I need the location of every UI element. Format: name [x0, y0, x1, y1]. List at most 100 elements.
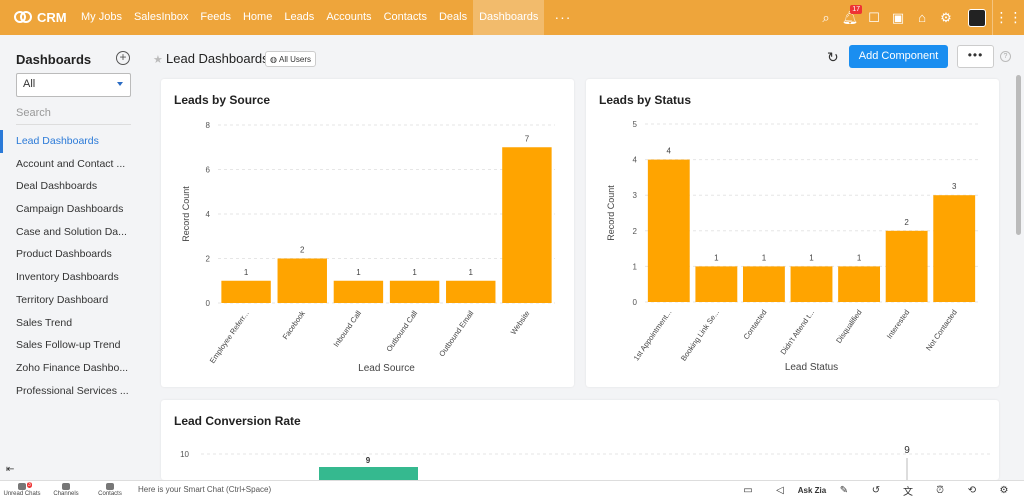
source-chart-bar[interactable] — [502, 147, 552, 303]
sidebar-item[interactable]: Professional Services ... — [16, 384, 129, 397]
add-note-icon[interactable]: ☐ — [868, 9, 880, 25]
top-nav-bar: CRM My Jobs SalesInbox Feeds Home Leads Accou… — [0, 0, 1024, 35]
crm-logo[interactable]: CRM — [0, 10, 75, 25]
tab-home[interactable]: Home — [242, 11, 273, 23]
sidebar-item[interactable]: Sales Follow-up Trend — [16, 339, 121, 352]
sidebar-item[interactable]: Lead Dashboards — [0, 130, 138, 153]
page-scrollbar[interactable] — [1016, 75, 1021, 235]
source-chart-data-label: 1 — [244, 268, 249, 277]
more-modules-button[interactable]: ··· — [554, 9, 572, 25]
leads-by-status-card: Leads by Status 0 1 2 3 4 5 Record Count Lead S… — [586, 79, 999, 387]
source-chart-bar[interactable] — [277, 258, 327, 304]
bottom-tools: ▭ ◁ Ask Zia ✎ ↺ 文 ⏰︎ ⟲ ⚙ — [732, 481, 1020, 498]
help-icon[interactable]: ? — [1000, 51, 1011, 62]
sidebar-search-input[interactable]: Search — [16, 107, 131, 125]
announcement-icon[interactable]: ◁ — [776, 484, 784, 496]
gear-icon[interactable]: ⚙ — [940, 9, 952, 25]
sidebar-item[interactable]: Sales Trend — [16, 316, 73, 329]
source-chart-category-label: Facebook — [281, 309, 307, 341]
crm-logo-icon — [14, 10, 32, 25]
conversion-chart-data-label: 9 — [904, 445, 910, 456]
contacts-button[interactable]: Contacts — [88, 482, 132, 497]
bottom-bar: 3 Unread Chats Channels Contacts Here is… — [0, 480, 1024, 498]
screen-share-icon[interactable]: ▭ — [743, 484, 753, 496]
status-chart-xlabel: Lead Status — [785, 362, 838, 373]
app-grid-icon[interactable]: ⋮⋮ — [992, 0, 1024, 35]
status-chart-bar[interactable] — [933, 195, 976, 302]
top-icons: ⌕ 🔔︎ 17 ☐ ▣ ⌂ ⚙ ⋮⋮ — [814, 0, 1024, 35]
all-users-button[interactable]: ◍ All Users — [265, 51, 316, 67]
status-chart-bar[interactable] — [790, 266, 833, 302]
unread-chats-label: Unread Chats — [3, 491, 41, 497]
calendar-icon[interactable]: ▣ — [891, 9, 905, 25]
translate-icon[interactable]: 文 — [903, 486, 913, 498]
sidebar-item[interactable]: Account and Contact ... — [16, 157, 126, 170]
tab-deals[interactable]: Deals — [438, 11, 468, 23]
source-chart-category-label: Inbound Call — [332, 309, 364, 349]
source-chart-bar[interactable] — [333, 280, 384, 303]
sidebar-item[interactable]: Territory Dashboard — [16, 293, 109, 306]
recent-icon[interactable]: ⟲ — [967, 484, 977, 496]
lead-conversion-chart: 10 9 9 — [180, 445, 991, 480]
channels-label: Channels — [53, 491, 79, 497]
lead-conversion-title: Lead Conversion Rate — [174, 414, 301, 428]
history-icon[interactable]: ↺ — [871, 484, 881, 496]
unread-chats-button[interactable]: 3 Unread Chats — [0, 482, 44, 497]
conversion-chart-bar[interactable] — [319, 467, 418, 480]
collapse-sidebar-icon[interactable]: ⇤ — [6, 464, 15, 475]
channels-icon — [62, 483, 70, 490]
app-name: CRM — [37, 10, 67, 25]
tab-dashboards[interactable]: Dashboards — [473, 0, 545, 35]
edit-icon[interactable]: ✎ — [839, 484, 849, 496]
status-chart-data-label: 1 — [714, 253, 719, 262]
marketplace-icon[interactable]: ⌂ — [918, 10, 926, 25]
sidebar-item[interactable]: Product Dashboards — [16, 248, 112, 261]
sidebar-item[interactable]: Case and Solution Da... — [16, 225, 127, 238]
tab-feeds[interactable]: Feeds — [200, 11, 231, 23]
dashboard-filter-select[interactable]: All — [16, 73, 131, 97]
status-chart-category-label: Interested — [885, 308, 912, 340]
chat-icon — [18, 483, 26, 490]
tab-salesinbox[interactable]: SalesInbox — [133, 11, 189, 23]
source-chart-ytick: 2 — [206, 255, 211, 264]
tab-accounts[interactable]: Accounts — [326, 11, 372, 23]
status-chart-bar[interactable] — [742, 266, 785, 302]
status-chart-bar[interactable] — [885, 230, 928, 302]
source-chart-bar[interactable] — [446, 280, 496, 303]
status-chart-data-label: 1 — [762, 253, 767, 262]
bell-icon[interactable]: 🔔︎ 17 — [841, 5, 862, 25]
add-dashboard-icon[interactable]: + — [116, 51, 130, 65]
avatar[interactable] — [968, 8, 986, 27]
status-chart-ylabel: Record Count — [606, 185, 616, 241]
star-icon[interactable]: ★ — [153, 54, 163, 66]
settings-icon[interactable]: ⚙ — [999, 484, 1009, 496]
refresh-icon[interactable]: ↻ — [827, 49, 839, 65]
leads-by-source-title: Leads by Source — [174, 93, 271, 107]
tab-leads[interactable]: Leads — [284, 11, 315, 23]
sidebar-item[interactable]: Deal Dashboards — [16, 180, 98, 193]
status-chart-bar[interactable] — [695, 266, 738, 302]
channels-button[interactable]: Channels — [44, 482, 88, 497]
status-chart-bar[interactable] — [647, 159, 690, 302]
more-options-button[interactable]: ••• — [957, 45, 994, 68]
source-chart-ytick: 8 — [206, 121, 211, 130]
smart-chat-input[interactable]: Here is your Smart Chat (Ctrl+Space) — [138, 485, 272, 494]
source-chart-bar[interactable] — [221, 280, 271, 303]
source-chart-data-label: 1 — [412, 268, 417, 277]
source-chart-ytick: 0 — [206, 299, 211, 308]
ask-zia-button[interactable]: Ask Zia — [797, 485, 827, 495]
alarm-icon[interactable]: ⏰︎ — [936, 484, 944, 496]
sidebar-item[interactable]: Zoho Finance Dashbo... — [16, 361, 129, 374]
source-chart-data-label: 1 — [356, 268, 361, 277]
sidebar-item[interactable]: Inventory Dashboards — [16, 271, 119, 284]
add-component-button[interactable]: Add Component — [849, 45, 948, 68]
page-title: Lead Dashboards — [166, 51, 269, 66]
search-icon[interactable]: ⌕ — [822, 9, 830, 25]
tab-my-jobs[interactable]: My Jobs — [81, 11, 122, 23]
status-chart-bar[interactable] — [838, 266, 881, 302]
lead-conversion-card: Lead Conversion Rate 10 9 9 — [161, 400, 999, 480]
tab-contacts[interactable]: Contacts — [383, 11, 427, 23]
dashboard-list: Lead Dashboards Account and Contact ... De… — [0, 130, 144, 402]
sidebar-item[interactable]: Campaign Dashboards — [16, 203, 124, 216]
source-chart-bar[interactable] — [389, 280, 440, 303]
